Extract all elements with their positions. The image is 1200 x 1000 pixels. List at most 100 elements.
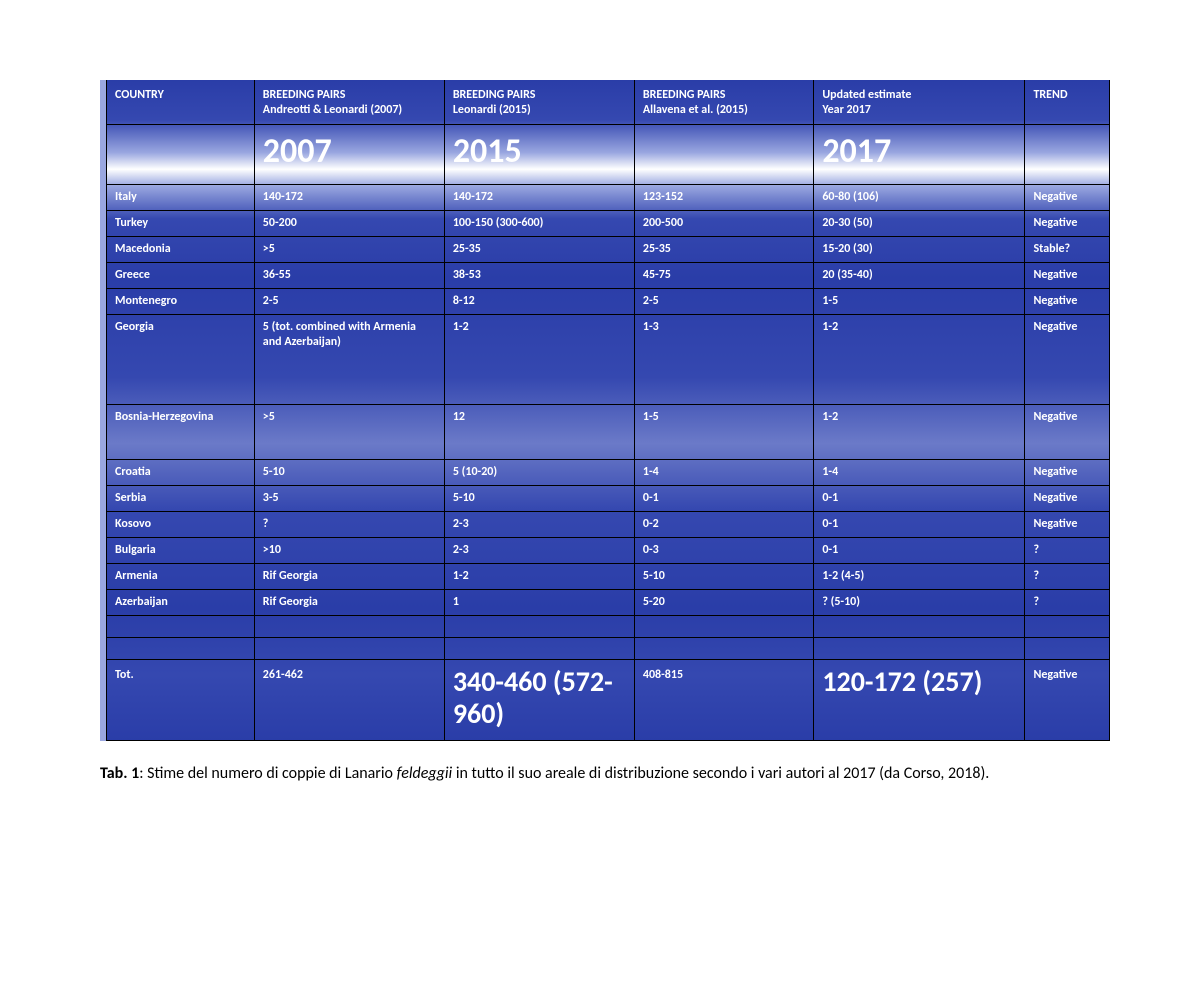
cell-trend: Negative [1025,262,1110,288]
cell-c4: 1-2 (4-5) [814,563,1025,589]
cell-c3: 123-152 [634,184,813,210]
cell-country: Italy [107,184,255,210]
empty-cell [1025,637,1110,659]
cell-country: Greece [107,262,255,288]
cell-c1: 3-5 [254,485,444,511]
cell-c2: 100-150 (300-600) [444,210,634,236]
table-row: ArmeniaRif Georgia1-25-101-2 (4-5)? [107,563,1110,589]
header-col1-line1: BREEDING PAIRS [263,88,436,103]
cell-c1: 50-200 [254,210,444,236]
year-blank-0 [107,125,255,185]
cell-country: Azerbaijan [107,589,255,615]
cell-c2: 2-3 [444,537,634,563]
table-body: Italy140-172140-172123-15260-80 (106)Neg… [107,184,1110,740]
cell-c4: 15-20 (30) [814,236,1025,262]
empty-cell [814,615,1025,637]
cell-c3: 25-35 [634,236,813,262]
header-col2-line2: Leonardi (2015) [453,103,626,118]
year-blank-3 [634,125,813,185]
table-row: Macedonia>525-3525-3515-20 (30)Stable? [107,236,1110,262]
cell-c4: 1-2 [814,404,1025,459]
table-row: Montenegro2-58-122-51-5Negative [107,288,1110,314]
cell-c3: 1-4 [634,459,813,485]
table-row: Croatia5-105 (10-20)1-41-4Negative [107,459,1110,485]
cell-c2: 5 (10-20) [444,459,634,485]
cell-c3: 0-3 [634,537,813,563]
cell-c3: 5-10 [634,563,813,589]
header-col1: BREEDING PAIRS Andreotti & Leonardi (200… [254,80,444,125]
cell-c2: 5-10 [444,485,634,511]
table-caption: Tab. 1: Stime del numero di coppie di La… [100,763,1110,785]
year-2015: 2015 [444,125,634,185]
header-col1-line2: Andreotti & Leonardi (2007) [263,103,436,118]
cell-c4: 1-5 [814,288,1025,314]
breeding-pairs-table: COUNTRY BREEDING PAIRS Andreotti & Leona… [106,80,1110,741]
cell-c1: ? [254,511,444,537]
cell-c1: >10 [254,537,444,563]
empty-cell [107,615,255,637]
cell-c4: 0-1 [814,485,1025,511]
table-row: Bosnia-Herzegovina>5121-51-2Negative [107,404,1110,459]
cell-country: Turkey [107,210,255,236]
cell-c1: >5 [254,236,444,262]
header-country: COUNTRY [107,80,255,125]
caption-text-a: : Stime del numero di coppie di Lanario [139,764,396,783]
cell-c2: 1 [444,589,634,615]
table-row: Serbia3-55-100-10-1Negative [107,485,1110,511]
cell-c4: 0-1 [814,537,1025,563]
cell-c1: 5-10 [254,459,444,485]
header-col2: BREEDING PAIRS Leonardi (2015) [444,80,634,125]
cell-c2: 2-3 [444,511,634,537]
cell-c1: 36-55 [254,262,444,288]
cell-c4: 1-4 [814,459,1025,485]
table-row: AzerbaijanRif Georgia15-20? (5-10)? [107,589,1110,615]
empty-cell [814,637,1025,659]
header-col3: BREEDING PAIRS Allavena et al. (2015) [634,80,813,125]
cell-c2: 25-35 [444,236,634,262]
cell-country: Armenia [107,563,255,589]
cell-c2: 8-12 [444,288,634,314]
year-blank-5 [1025,125,1110,185]
cell-country: Georgia [107,314,255,404]
cell-trend: ? [1025,537,1110,563]
cell-c4: 60-80 (106) [814,184,1025,210]
empty-cell [1025,615,1110,637]
tot-c3: 408-815 [634,659,813,740]
cell-trend: Negative [1025,511,1110,537]
cell-c2: 140-172 [444,184,634,210]
cell-country: Kosovo [107,511,255,537]
cell-country: Macedonia [107,236,255,262]
empty-cell [444,637,634,659]
cell-c1: 140-172 [254,184,444,210]
cell-trend: Negative [1025,485,1110,511]
cell-trend: Negative [1025,314,1110,404]
cell-trend: ? [1025,589,1110,615]
header-trend: TREND [1025,80,1110,125]
empty-cell [634,637,813,659]
cell-country: Croatia [107,459,255,485]
header-col4-line2: Year 2017 [822,103,1016,118]
cell-country: Bulgaria [107,537,255,563]
cell-c2: 12 [444,404,634,459]
year-2017: 2017 [814,125,1025,185]
tot-c2: 340-460 (572-960) [444,659,634,740]
table-row: Italy140-172140-172123-15260-80 (106)Neg… [107,184,1110,210]
cell-c1: 5 (tot. combined with Armenia and Azerba… [254,314,444,404]
cell-trend: Negative [1025,459,1110,485]
empty-row [107,637,1110,659]
empty-cell [254,615,444,637]
cell-country: Montenegro [107,288,255,314]
cell-c3: 200-500 [634,210,813,236]
cell-c3: 1-3 [634,314,813,404]
header-col3-line1: BREEDING PAIRS [643,88,805,103]
cell-trend: Negative [1025,184,1110,210]
totals-row: Tot.261-462340-460 (572-960)408-815120-1… [107,659,1110,740]
cell-c3: 45-75 [634,262,813,288]
caption-prefix: Tab. 1 [100,764,139,783]
table-row: Turkey50-200100-150 (300-600)200-50020-3… [107,210,1110,236]
breeding-pairs-table-container: COUNTRY BREEDING PAIRS Andreotti & Leona… [100,80,1110,741]
cell-c4: 0-1 [814,511,1025,537]
cell-c3: 1-5 [634,404,813,459]
tot-c1: 261-462 [254,659,444,740]
cell-c4: 1-2 [814,314,1025,404]
